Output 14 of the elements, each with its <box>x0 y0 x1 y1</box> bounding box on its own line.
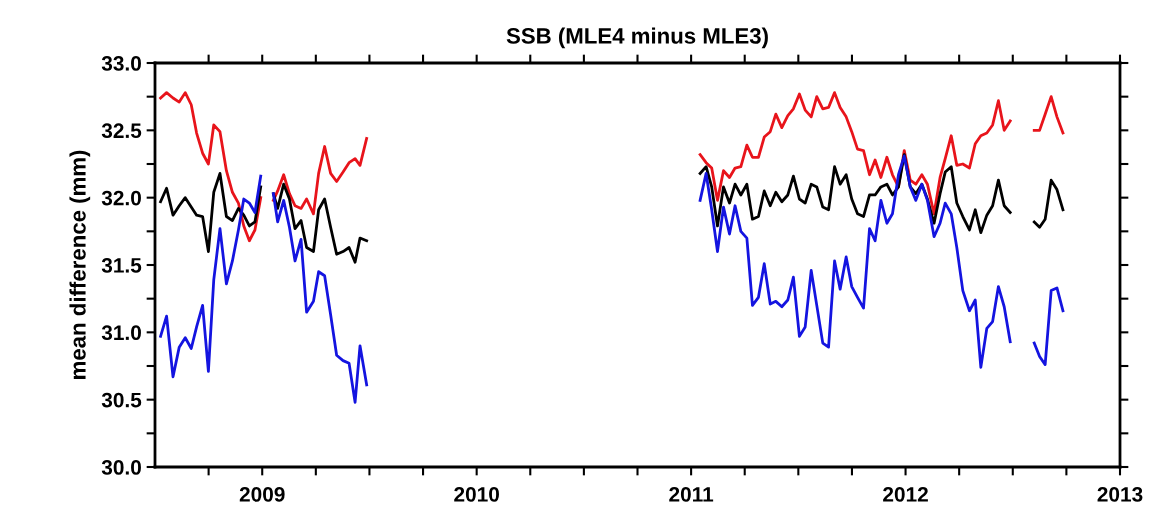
y-tick-label: 31.0 <box>101 325 141 341</box>
y-tick-label: 32.5 <box>101 123 142 139</box>
y-tick-label: 32.0 <box>101 190 141 206</box>
x-tick-label: 2010 <box>454 486 499 502</box>
x-tick-label: 2012 <box>883 486 928 502</box>
y-tick-label: 30.5 <box>101 392 142 408</box>
y-tick-label: 30.0 <box>101 460 141 475</box>
x-tick-label: 2011 <box>669 486 714 502</box>
x-tick-label: 2009 <box>239 486 285 502</box>
y-tick-label: 33.0 <box>101 56 141 71</box>
y-tick-label: 31.5 <box>101 258 142 273</box>
y-axis-title: mean difference (mm) <box>69 150 91 379</box>
x-tick-label: 2013 <box>1097 486 1143 502</box>
chart-title: SSB (MLE4 minus MLE3) <box>506 27 768 49</box>
